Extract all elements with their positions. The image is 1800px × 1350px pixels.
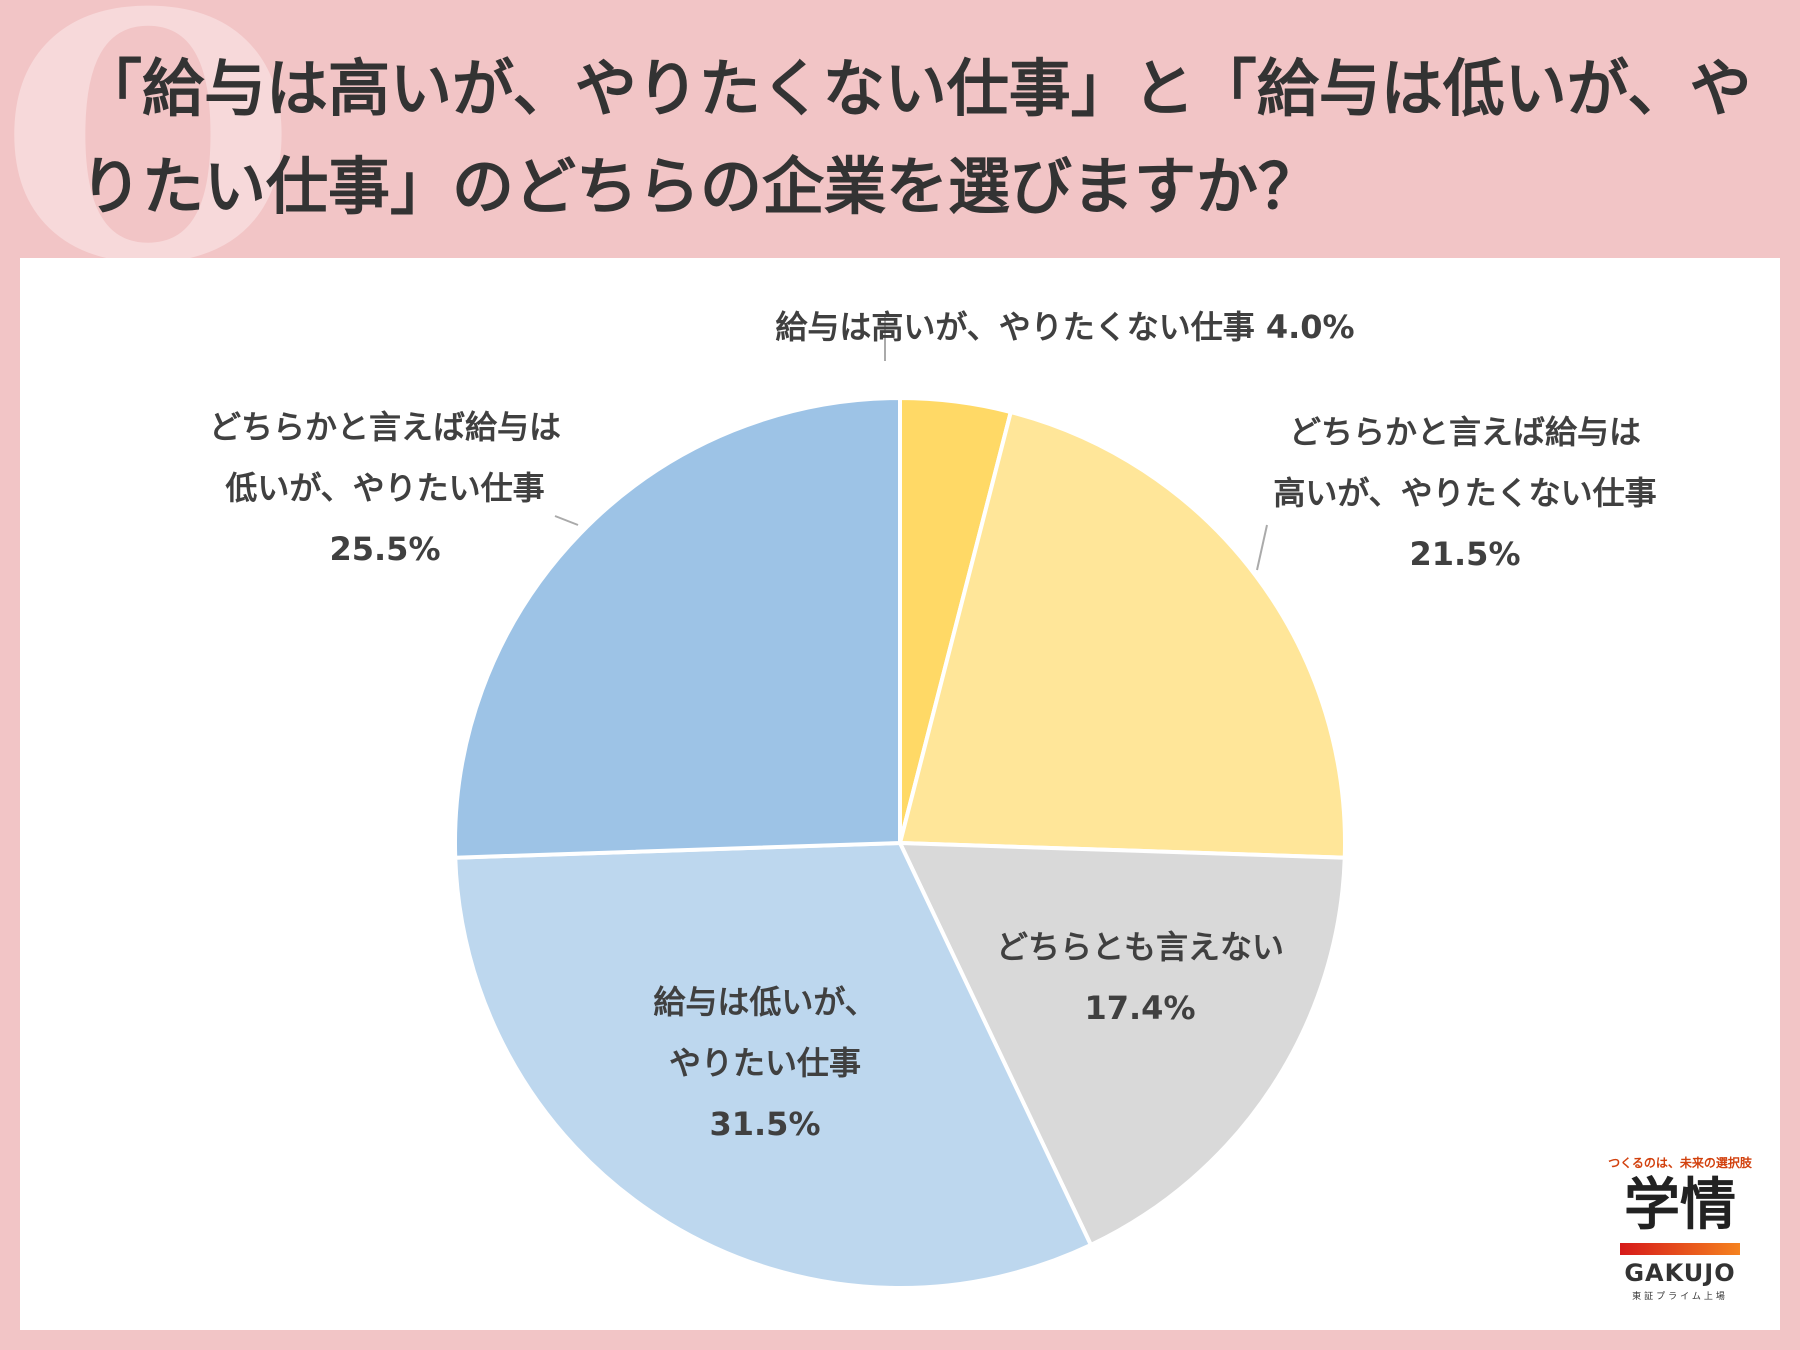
slice-label-line: 給与は低いが、 bbox=[653, 983, 876, 1021]
pie-slice bbox=[453, 840, 1094, 1290]
slice-label-line: 21.5% bbox=[1409, 535, 1520, 573]
pie-slice bbox=[453, 395, 902, 860]
slice-label-line: どちらとも言えない bbox=[996, 928, 1284, 966]
slice-data-label: どちらとも言えない 17.4% bbox=[996, 928, 1284, 1027]
slice-data-label: どちらかと言えば給与は高いが、やりたくない仕事 21.5% bbox=[1273, 413, 1656, 573]
slice-label-line: 17.4% bbox=[1084, 989, 1195, 1027]
logo-sub: 東証プライム上場 bbox=[1632, 1292, 1728, 1302]
pie-chart: 給与は高いが、やりたくない仕事 4.0%どちらかと言えば給与は高いが、やりたくな… bbox=[209, 308, 1657, 1290]
slice-label-line: やりたい仕事 bbox=[669, 1044, 861, 1082]
pie-slice bbox=[897, 409, 1347, 860]
slice-label-line: 25.5% bbox=[329, 530, 440, 568]
logo-name-en: GAKUJO bbox=[1624, 1259, 1736, 1287]
slice-label-line: どちらかと言えば給与は bbox=[209, 408, 561, 446]
logo-tagline: つくるのは、未来の選択肢 bbox=[1608, 1156, 1752, 1170]
pie-slice bbox=[896, 840, 1347, 1248]
page-title: 「給与は高いが、やりたくない仕事」と「給与は低いが、やりたい仕事」のどちらの企業… bbox=[80, 52, 1752, 223]
slice-label-line: どちらかと言えば給与は bbox=[1289, 413, 1641, 451]
slice-label-line: 31.5% bbox=[709, 1105, 820, 1143]
slice-label-line: 低いが、やりたい仕事 bbox=[225, 469, 544, 507]
label-leader-line bbox=[554, 515, 579, 526]
label-leader-line bbox=[1256, 524, 1268, 571]
gakujo-logo: つくるのは、未来の選択肢 学情 GAKUJO 東証プライム上場 bbox=[1590, 1150, 1770, 1320]
logo-gradient-bar bbox=[1620, 1243, 1740, 1255]
slice-data-label: 給与は高いが、やりたくない仕事 4.0% bbox=[775, 308, 1354, 346]
chart-panel: 給与は高いが、やりたくない仕事 4.0% どちらかと言えば給与は高いが、やりたくな… bbox=[20, 258, 1780, 1330]
slice-data-label: どちらかと言えば給与は低いが、やりたい仕事 25.5% bbox=[209, 408, 561, 568]
slice-data-label: 給与は低いが、やりたい仕事 31.5% bbox=[653, 983, 876, 1143]
logo-name-jp: 学情 bbox=[1624, 1173, 1736, 1238]
slice-label-line: 給与は高いが、やりたくない仕事 4.0% bbox=[775, 308, 1354, 346]
slice-label-line: 高いが、やりたくない仕事 bbox=[1273, 474, 1656, 512]
